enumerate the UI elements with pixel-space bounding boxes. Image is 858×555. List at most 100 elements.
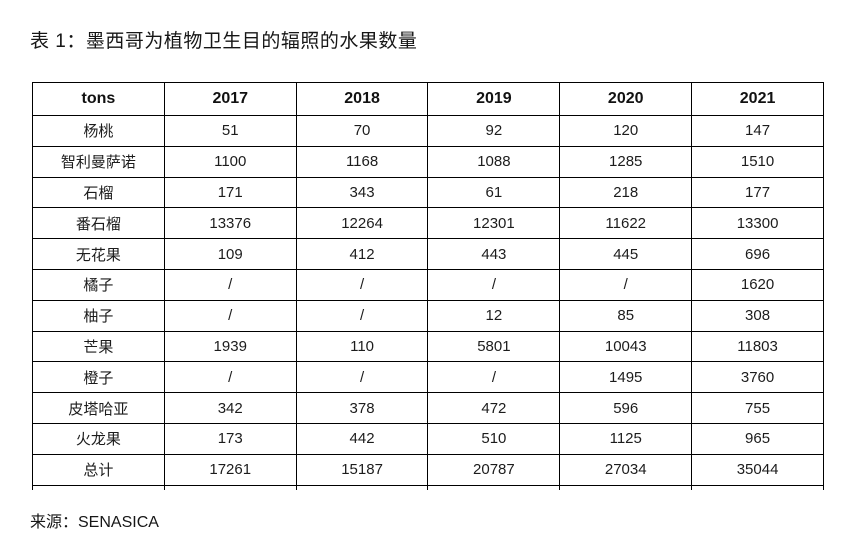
table-cell: / <box>163 268 297 301</box>
table-cell: 12264 <box>295 207 429 240</box>
table-cell: 5801 <box>427 330 561 363</box>
table-row: 橘子 / / //1620 <box>32 268 824 301</box>
table-cell: / <box>163 299 297 332</box>
table-cell: 1088 <box>427 145 561 178</box>
fruit-irradiation-table: tons 2017 2018 2019 2020 2021 杨桃 51 70 92 120 147 智… <box>32 82 824 486</box>
table-cell: 1285 <box>559 145 693 178</box>
table-cell: / <box>295 361 429 394</box>
table-cell: 171 <box>163 176 297 209</box>
table-cell: 1168 <box>295 145 429 178</box>
table-cell: 20787 <box>427 453 561 486</box>
column-header: 2017 <box>163 82 297 116</box>
table-cell: 35044 <box>691 453 824 486</box>
table-row: 火龙果 173 442 510 1125 965 <box>32 422 824 455</box>
table-cell: 1510 <box>691 145 824 178</box>
table-cell: 13300 <box>691 207 824 240</box>
row-label: 芒果 <box>32 330 165 363</box>
column-header: tons <box>32 82 165 116</box>
table-cell: / <box>427 268 561 301</box>
column-header: 2018 <box>295 82 429 116</box>
table-row: 石榴 171 343 61 218 177 <box>32 176 824 209</box>
row-label: 橙子 <box>32 361 165 394</box>
table-cell: / <box>559 268 693 301</box>
row-label: 橘子 <box>32 268 165 301</box>
table-cell: 412 <box>295 238 429 270</box>
table-cell: 1125 <box>559 422 693 455</box>
table-cell: 120 <box>559 115 693 147</box>
column-header: 2019 <box>427 82 561 116</box>
table-cell: 308 <box>691 299 824 332</box>
table-row: 番石榴 13376 12264 12301 11622 13300 <box>32 207 824 240</box>
table-cell: 696 <box>691 238 824 270</box>
column-header: 2020 <box>559 82 693 116</box>
table-cell: 965 <box>691 422 824 455</box>
table-bottom-stub <box>32 483 824 490</box>
table-cell: 1939 <box>163 330 297 363</box>
table-row: 橙子 / //1495 3760 <box>32 361 824 394</box>
table-cell: 17261 <box>163 453 297 486</box>
table-cell: 13376 <box>163 207 297 240</box>
table-cell: 343 <box>295 176 429 209</box>
table-row: 柚子 //12 85 308 <box>32 299 824 332</box>
table-cell: 218 <box>559 176 693 209</box>
table-cell: 11803 <box>691 330 824 363</box>
row-label: 火龙果 <box>32 422 165 455</box>
table-cell: 596 <box>559 392 693 424</box>
table-cell: 472 <box>427 392 561 424</box>
table-cell: 443 <box>427 238 561 270</box>
table-cell: / <box>295 299 429 332</box>
table-caption: 表 1：墨西哥为植物卫生目的辐照的水果数量 <box>30 31 418 52</box>
table-cell: 85 <box>559 299 693 332</box>
table-row: 杨桃 51 70 92 120 147 <box>32 115 824 147</box>
table-cell: 11622 <box>559 207 693 240</box>
table-cell: 61 <box>427 176 561 209</box>
row-label: 柚子 <box>32 299 165 332</box>
table-cell: 27034 <box>559 453 693 486</box>
table-row: 芒果 1939 110 5801 10043 11803 <box>32 330 824 363</box>
stub-cell <box>163 483 296 490</box>
table-cell: 342 <box>163 392 297 424</box>
table-cell: 1620 <box>691 268 824 301</box>
stub-cell <box>32 483 164 490</box>
table-cell: 10043 <box>559 330 693 363</box>
table-cell: 51 <box>163 115 297 147</box>
table-row: 无花果 109 412 443 445 696 <box>32 238 824 270</box>
table-cell: 109 <box>163 238 297 270</box>
table-row: 智利曼萨诺 1100 1168 1088 1285 1510 <box>32 145 824 178</box>
row-label: 番石榴 <box>32 207 165 240</box>
table-cell: 3760 <box>691 361 824 394</box>
table-cell: 15187 <box>295 453 429 486</box>
table-cell: 445 <box>559 238 693 270</box>
table-cell: 173 <box>163 422 297 455</box>
row-label: 石榴 <box>32 176 165 209</box>
row-label: 无花果 <box>32 238 165 270</box>
stub-cell <box>559 483 691 490</box>
table-cell: 12 <box>427 299 561 332</box>
table-cell: 378 <box>295 392 429 424</box>
table-cell: 1495 <box>559 361 693 394</box>
table-cell: 92 <box>427 115 561 147</box>
row-label: 杨桃 <box>32 115 165 147</box>
stub-cell <box>295 483 428 490</box>
table-row: 总计 17261 15187 20787 27034 35044 <box>32 453 824 486</box>
table-cell: 147 <box>691 115 824 147</box>
row-label: 智利曼萨诺 <box>32 145 165 178</box>
row-label: 皮塔哈亚 <box>32 392 165 424</box>
table-cell: 70 <box>295 115 429 147</box>
column-header: 2021 <box>691 82 824 116</box>
table-cell: / <box>427 361 561 394</box>
table-cell: 110 <box>295 330 429 363</box>
stub-cell <box>691 483 824 490</box>
table-cell: 510 <box>427 422 561 455</box>
table-cell: / <box>295 268 429 301</box>
table-body: 杨桃 51 70 92 120 147 智利曼萨诺 1100 1168 1088 1285 1510 石… <box>32 115 824 486</box>
table-cell: 12301 <box>427 207 561 240</box>
table-cell: / <box>163 361 297 394</box>
table-cell: 755 <box>691 392 824 424</box>
table-cell: 442 <box>295 422 429 455</box>
table-cell: 177 <box>691 176 824 209</box>
row-label: 总计 <box>32 453 165 486</box>
header-row: tons 2017 2018 2019 2020 2021 <box>32 82 824 116</box>
source-note: 来源：SENASICA <box>30 514 159 531</box>
